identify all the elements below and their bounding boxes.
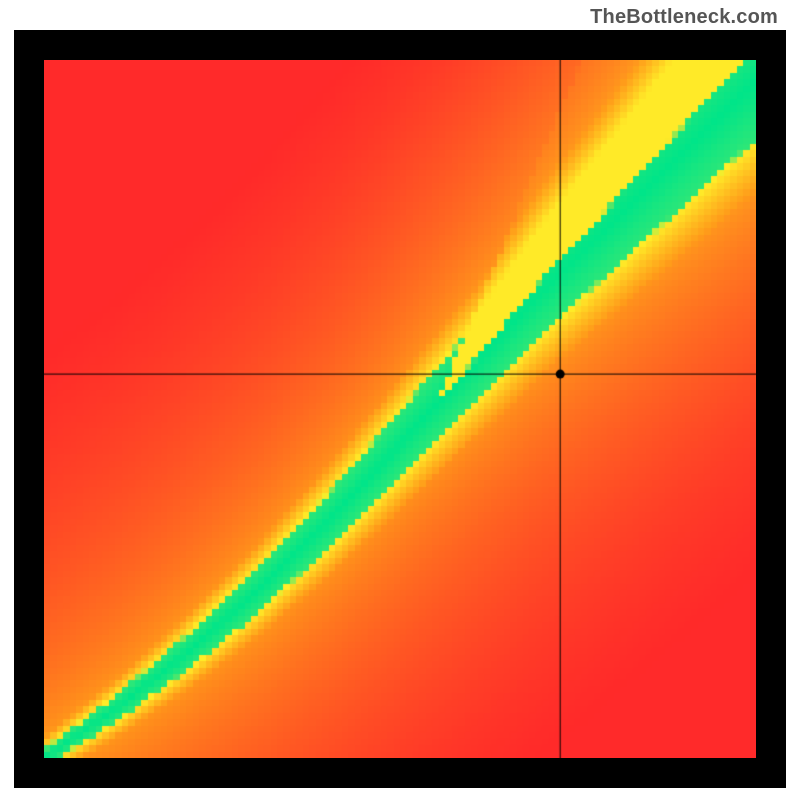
attribution-text: TheBottleneck.com (590, 6, 778, 29)
chart-frame (14, 30, 786, 788)
bottleneck-heatmap (44, 60, 756, 758)
heatmap-canvas (44, 60, 756, 758)
